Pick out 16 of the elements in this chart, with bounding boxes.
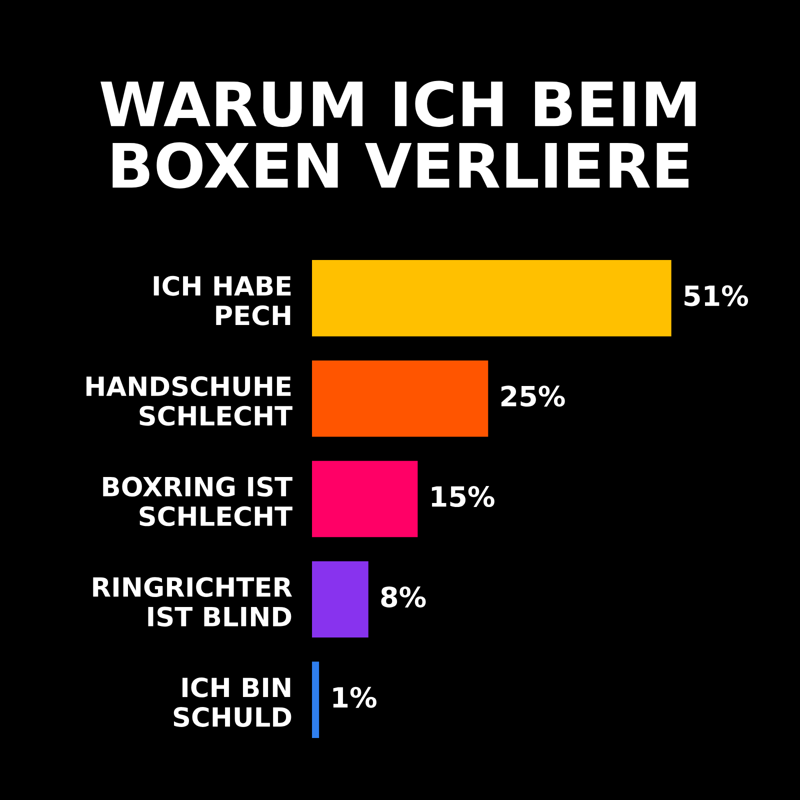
y-tick-label: BOXRING IST SCHLECHT <box>103 476 292 526</box>
bar <box>312 662 320 738</box>
data-label: 8% <box>381 586 426 608</box>
y-tick-label: HANDSCHUHE SCHLECHT <box>86 376 292 426</box>
bar <box>312 260 672 336</box>
data-label: 25% <box>501 386 565 407</box>
y-tick-label: ICH BIN SCHULD <box>174 677 292 727</box>
bar <box>312 360 488 437</box>
chart-title: WARUM ICH BEIM BOXEN VERLIERE <box>100 80 696 188</box>
y-tick-label: RINGRICHTER IST BLIND <box>93 577 292 627</box>
data-label: 15% <box>432 486 494 508</box>
y-tick-label: ICH HABE PECH <box>154 276 291 326</box>
bar <box>312 561 368 638</box>
data-label: 51% <box>684 285 748 306</box>
bar <box>312 460 418 538</box>
data-label: 1% <box>333 686 376 708</box>
